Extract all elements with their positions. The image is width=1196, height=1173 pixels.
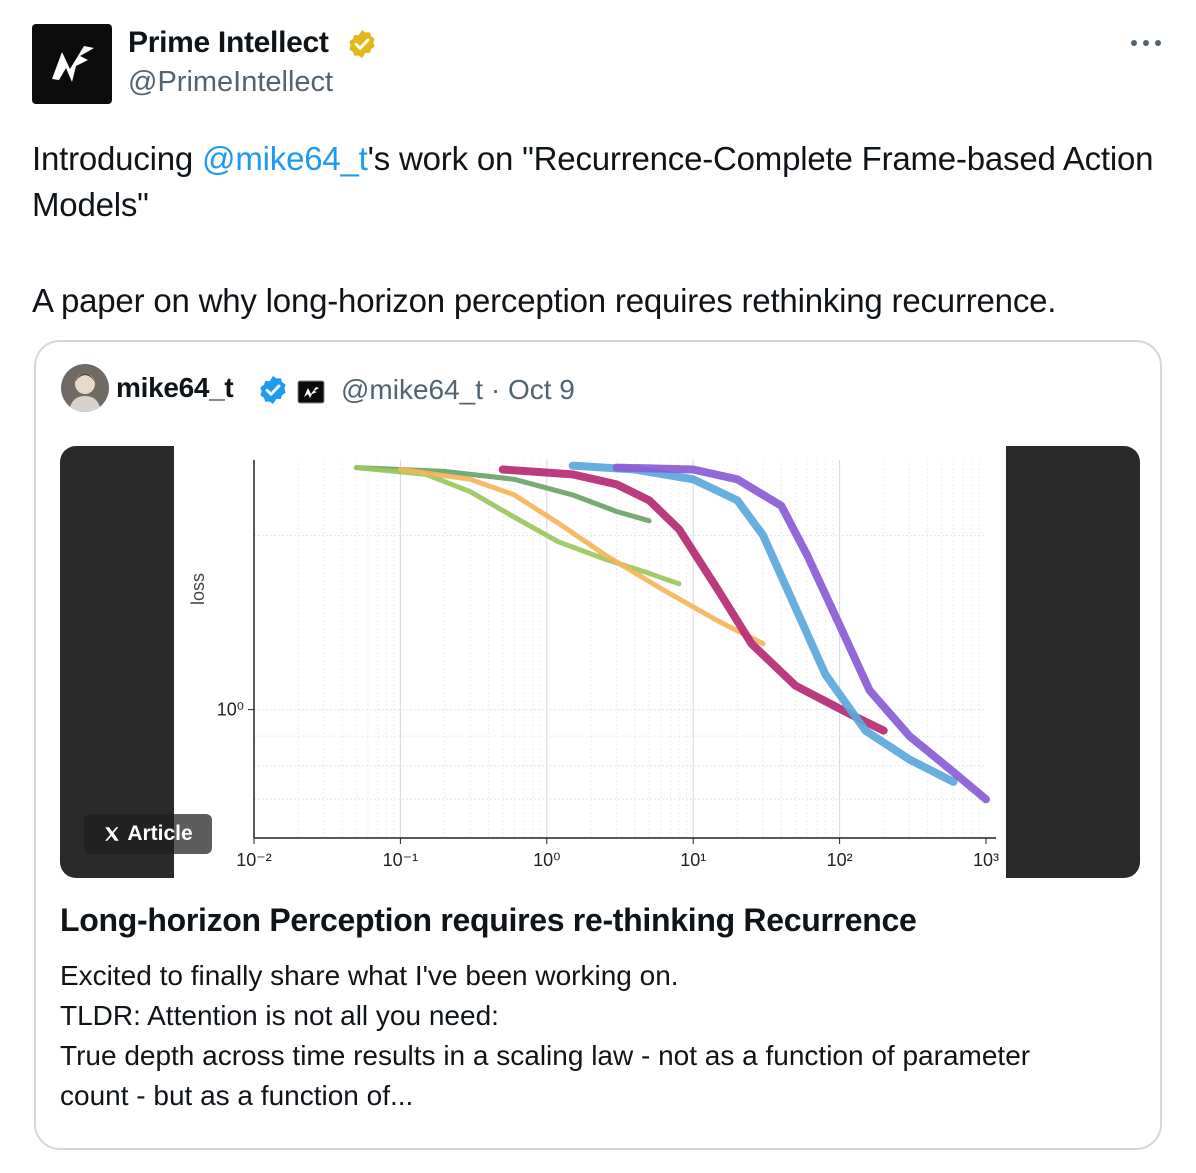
article-badge-label: Article xyxy=(127,822,193,845)
x-logo-icon xyxy=(105,827,120,841)
x-tick-label: 10⁰ xyxy=(533,850,560,870)
loss-curve-5 xyxy=(568,461,958,786)
post-text-intro: Introducing xyxy=(32,140,203,177)
author-avatar[interactable] xyxy=(32,24,112,104)
loss-curve-1 xyxy=(353,465,652,524)
post-text-rest: 's work on "Recurrence-Complete Frame-ba… xyxy=(32,140,1154,223)
x-tick-label: 10¹ xyxy=(680,850,706,870)
loss-curve-4 xyxy=(498,465,888,735)
article-excerpt: Excited to finally share what I've been … xyxy=(60,956,1140,1116)
author-name[interactable]: Prime Intellect xyxy=(128,26,329,59)
quoted-author-avatar[interactable] xyxy=(61,364,109,412)
quoted-post-meta: @mike64_t · Oct 9 xyxy=(341,374,575,406)
excerpt-line-2: TLDR: Attention is not all you need: xyxy=(60,1000,499,1031)
author-handle[interactable]: @PrimeIntellect xyxy=(128,66,334,98)
article-cover-image[interactable]: 10⁻² 10⁻¹ 10⁰ 10¹ 10² 10³ 10⁰ loss Article xyxy=(60,446,1140,878)
loss-curve-3 xyxy=(397,467,766,647)
meta-separator: · xyxy=(490,374,501,405)
quoted-post-date[interactable]: Oct 9 xyxy=(507,374,575,405)
x-tick-label: 10⁻² xyxy=(236,850,272,870)
gold-verified-badge-icon xyxy=(349,30,375,58)
quoted-author-name[interactable]: mike64_t xyxy=(116,372,234,403)
post-text: Introducing @mike64_t's work on "Recurre… xyxy=(32,136,1162,324)
x-tick-label: 10³ xyxy=(973,850,999,870)
quoted-post-card[interactable]: mike64_t @mike64_t · Oct 9 10⁻² 10⁻¹ 10⁰ 10… xyxy=(34,340,1162,1150)
loss-curve-2 xyxy=(353,465,682,587)
y-axis-label: loss xyxy=(188,573,208,605)
affiliate-badge-icon xyxy=(297,380,325,404)
quoted-author-handle[interactable]: @mike64_t xyxy=(341,374,484,405)
article-badge: Article xyxy=(84,814,212,854)
y-tick-label: 10⁰ xyxy=(217,700,244,720)
article-title[interactable]: Long-horizon Perception requires re-thin… xyxy=(60,902,917,938)
excerpt-line-1: Excited to finally share what I've been … xyxy=(60,960,679,991)
loss-curve-6 xyxy=(612,463,990,804)
chart-background xyxy=(174,446,1006,878)
post-paragraph-2: A paper on why long-horizon perception r… xyxy=(32,282,1057,319)
x-tick-label: 10⁻¹ xyxy=(383,850,419,870)
excerpt-line-3: True depth across time results in a scal… xyxy=(60,1040,1031,1071)
excerpt-line-4: count - but as a function of... xyxy=(60,1080,414,1111)
blue-verified-badge-icon xyxy=(260,376,286,404)
more-horizontal-icon[interactable] xyxy=(1126,28,1166,58)
prime-intellect-logo-icon xyxy=(52,46,94,82)
mention-link[interactable]: @mike64_t xyxy=(202,140,368,177)
x-tick-label: 10² xyxy=(827,850,853,870)
loss-chart: 10⁻² 10⁻¹ 10⁰ 10¹ 10² 10³ 10⁰ loss xyxy=(174,446,1006,878)
